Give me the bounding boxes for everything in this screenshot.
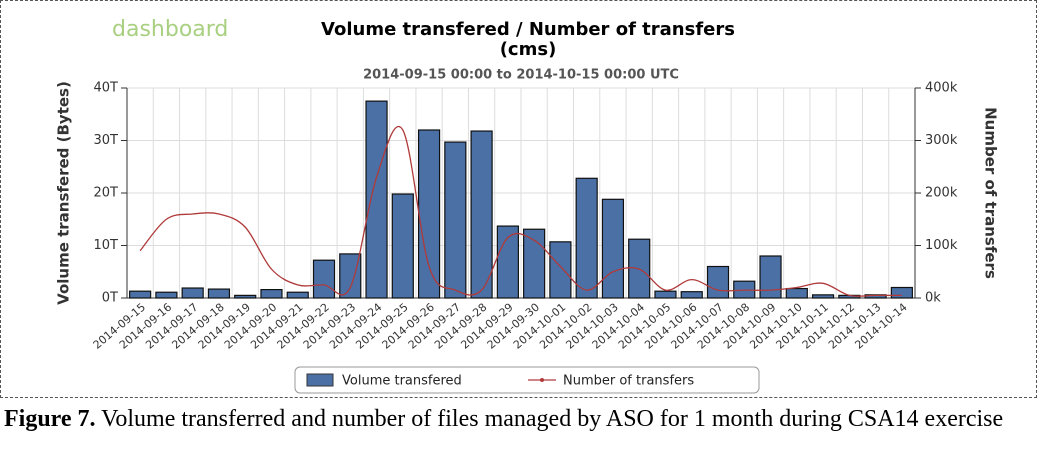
legend-box [294, 366, 760, 394]
bar [365, 100, 388, 299]
bar [391, 193, 414, 299]
bar [286, 291, 309, 299]
chart-title: (cms) [500, 39, 557, 60]
legend-label: Volume transfered [342, 374, 462, 389]
bar [470, 130, 493, 299]
y-tick-label: 30T [94, 133, 119, 148]
y2-tick-label: 0k [925, 291, 941, 306]
y2-tick-label: 100k [925, 238, 958, 253]
bar [680, 291, 703, 299]
y-tick-label: 10T [94, 238, 119, 253]
bar [339, 253, 362, 299]
bar [549, 241, 572, 299]
bar [234, 294, 257, 299]
bar [155, 291, 178, 299]
logo: dashboard [112, 17, 228, 42]
caption-text: Volume transferred and number of files m… [101, 406, 1004, 432]
bar [654, 290, 677, 299]
y-tick-label: 0T [102, 291, 118, 306]
bar [523, 228, 546, 299]
legend-swatch [306, 373, 334, 387]
bar [575, 177, 598, 299]
bar [706, 265, 730, 299]
line [139, 126, 902, 297]
chart: dashboard Volume transfered / Number of … [55, 17, 1000, 394]
bar [207, 288, 231, 299]
caption: Figure 7. Volume transferred and number … [4, 404, 1004, 434]
title-line: (cms) [500, 39, 557, 60]
bar [312, 259, 336, 299]
bar [444, 141, 467, 299]
y2-axis-title: Number of transfers [982, 107, 1000, 279]
legend-marker [540, 378, 544, 382]
chart-title: Volume transfered / Number of transfers [321, 19, 735, 40]
title-line: Volume transfered / Number of transfers [321, 19, 735, 40]
bar [129, 290, 152, 299]
bar [260, 289, 283, 299]
bar [811, 294, 835, 299]
y2-tick-label: 300k [925, 133, 958, 148]
bar [417, 129, 441, 299]
bar [890, 286, 913, 299]
y2-tick-label: 400k [925, 81, 958, 96]
y-tick-label: 20T [94, 186, 119, 201]
bar [181, 287, 204, 299]
caption-label: Figure 7. [4, 406, 96, 432]
bar [759, 255, 782, 299]
legend-label: Number of transfers [563, 374, 694, 389]
y-axis-title: Volume transfered (Bytes) [55, 81, 73, 305]
bar [496, 225, 519, 299]
y2-tick-label: 200k [925, 186, 958, 201]
bar [601, 198, 625, 299]
bar [785, 287, 808, 299]
chart-subtitle: 2014-09-15 00:00 to 2014-10-15 00:00 UTC [363, 68, 679, 83]
y-tick-label: 40T [94, 81, 119, 96]
